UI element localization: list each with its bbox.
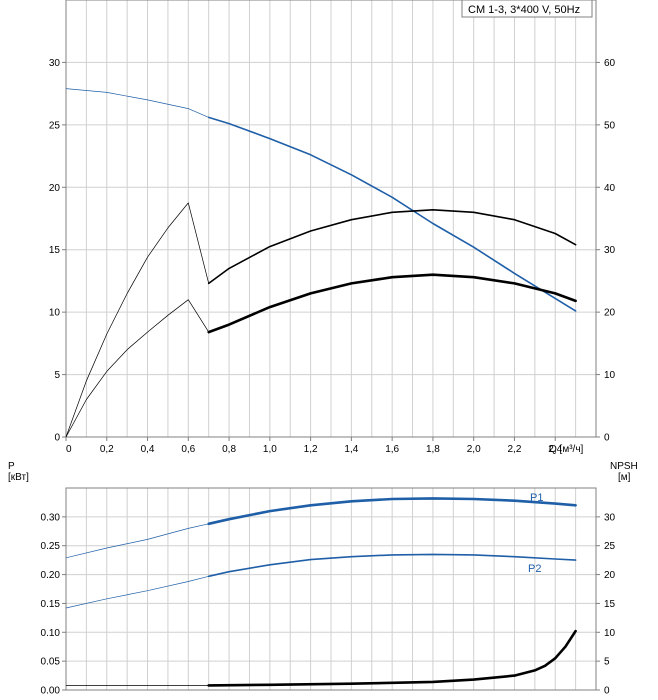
y-right-tick-label: 30 — [604, 512, 616, 523]
y-left-tick-label: 10 — [49, 308, 61, 319]
y-left-tick-label: 20 — [49, 183, 61, 194]
y-left-tick-label: 5 — [54, 370, 60, 381]
y-left-tick-label: 0.05 — [41, 657, 61, 668]
y-left-tick-label: 0.15 — [41, 599, 61, 610]
y-left-tick-label: 25 — [49, 120, 61, 131]
x-tick-label: 1,4 — [344, 444, 358, 455]
y-right-tick-label: 5 — [604, 657, 610, 668]
series-0-0-extrapolated-line — [65, 88, 209, 118]
series-0-2-line — [207, 273, 577, 334]
y-right-tick-label: 25 — [604, 541, 616, 552]
y-right-tick-label: 0 — [604, 433, 610, 444]
series-0-1-line — [207, 209, 577, 285]
y-right-tick-label: 10 — [604, 628, 616, 639]
x-tick-label: 0 — [66, 444, 72, 455]
pump-label: CM 1-3, 3*400 V, 50Hz — [468, 4, 580, 16]
y-left-tick-label: 0.25 — [41, 541, 61, 552]
plot-frame — [65, 487, 597, 691]
x-tick-label: 0,8 — [222, 444, 236, 455]
x-tick-label: 1,2 — [304, 444, 318, 455]
series-1-1-line — [207, 553, 577, 578]
x-tick-label: 1,0 — [263, 444, 277, 455]
x-tick-label: 2,2 — [508, 444, 522, 455]
pump-label-box — [461, 0, 593, 18]
series-0-1-extrapolated-line — [65, 202, 210, 438]
y-right-tick-label: 10 — [604, 370, 616, 381]
y-right-tick-label: 20 — [604, 570, 616, 581]
x-tick-label: 1,8 — [426, 444, 440, 455]
y-left-tick-label: 0 — [54, 433, 60, 444]
series-1-1-extrapolated-line — [65, 575, 209, 609]
plot-frame — [65, 0, 597, 438]
x-axis-title: Q [м³/ч] — [549, 444, 584, 455]
y-right-tick-label: 40 — [604, 183, 616, 194]
x-tick-label: 0,6 — [181, 444, 195, 455]
y-left-axis-title: P — [8, 461, 15, 472]
y-left-tick-label: 30 — [49, 58, 61, 69]
y-right-axis-title: NPSH — [610, 461, 638, 472]
y-left-axis-unit: [кВт] — [8, 472, 29, 483]
y-right-tick-label: 50 — [604, 120, 616, 131]
x-tick-label: 2,0 — [467, 444, 481, 455]
y-right-tick-label: 15 — [604, 599, 616, 610]
series-0-0-line — [207, 116, 577, 312]
series-1-2-line — [207, 629, 577, 687]
series-1-0-line — [207, 497, 577, 526]
y-left-tick-label: 15 — [49, 245, 61, 256]
series-0-2-extrapolated-line — [65, 299, 209, 438]
series-label-p2: P2 — [528, 563, 541, 575]
x-tick-label: 2,4 — [548, 444, 562, 455]
x-tick-label: 0,4 — [141, 444, 155, 455]
y-right-axis-unit: [м] — [618, 472, 631, 483]
x-tick-label: 0,2 — [100, 444, 114, 455]
series-label-p1: P1 — [530, 492, 543, 504]
y-right-tick-label: 0 — [604, 686, 610, 697]
y-left-tick-label: 0.10 — [41, 628, 61, 639]
y-right-tick-label: 20 — [604, 308, 616, 319]
y-left-tick-label: 0.30 — [41, 512, 61, 523]
y-left-tick-label: 0.00 — [41, 686, 61, 697]
y-right-tick-label: 60 — [604, 58, 616, 69]
x-tick-label: 1,6 — [385, 444, 399, 455]
y-left-tick-label: 0.20 — [41, 570, 61, 581]
series-1-0-extrapolated-line — [65, 523, 209, 559]
y-right-tick-label: 30 — [604, 245, 616, 256]
